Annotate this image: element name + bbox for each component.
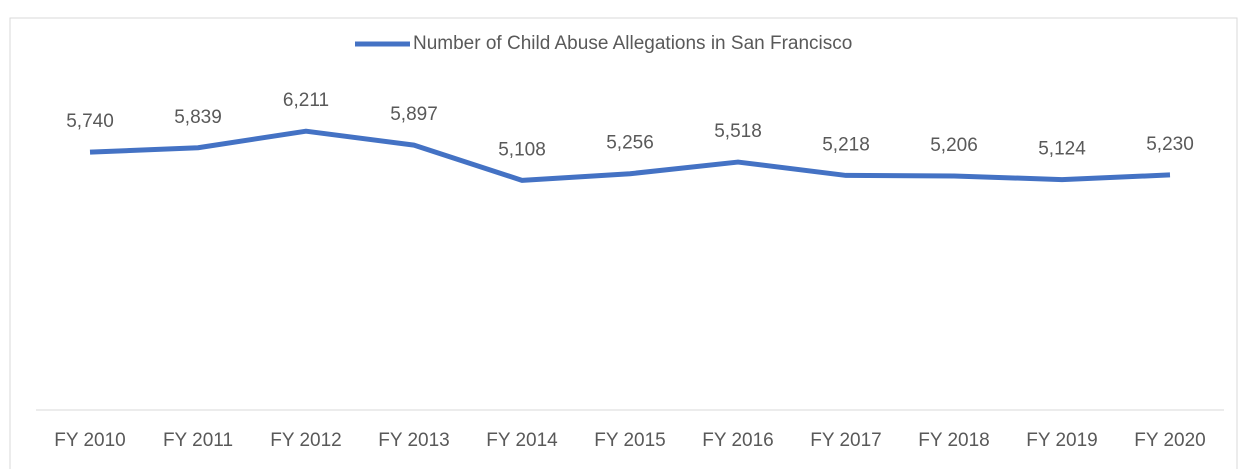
x-tick-label: FY 2013 [378, 430, 449, 451]
x-tick-label: FY 2010 [54, 430, 125, 451]
data-label: 5,206 [930, 135, 978, 156]
data-label: 5,256 [606, 133, 654, 154]
x-tick-label: FY 2014 [486, 430, 558, 451]
data-label: 5,518 [714, 121, 762, 142]
x-tick-label: FY 2019 [1026, 430, 1097, 451]
x-tick-label: FY 2020 [1134, 430, 1205, 451]
legend-label: Number of Child Abuse Allegations in San… [413, 33, 852, 54]
x-tick-label: FY 2011 [163, 430, 233, 451]
x-tick-label: FY 2012 [270, 430, 341, 451]
data-label: 6,211 [283, 90, 329, 111]
x-tick-label: FY 2018 [918, 430, 989, 451]
series-line [89, 128, 1171, 183]
data-label: 5,740 [66, 111, 114, 132]
data-label: 5,230 [1146, 134, 1194, 155]
chart-frame [9, 17, 1238, 469]
data-label: 5,108 [498, 139, 546, 160]
x-tick-label: FY 2017 [810, 430, 881, 451]
data-label: 5,897 [390, 104, 438, 125]
data-label: 5,218 [822, 134, 870, 155]
data-label: 5,124 [1038, 139, 1086, 160]
x-tick-label: FY 2016 [702, 430, 773, 451]
x-tick-label: FY 2015 [594, 430, 665, 451]
data-label: 5,839 [174, 107, 222, 128]
